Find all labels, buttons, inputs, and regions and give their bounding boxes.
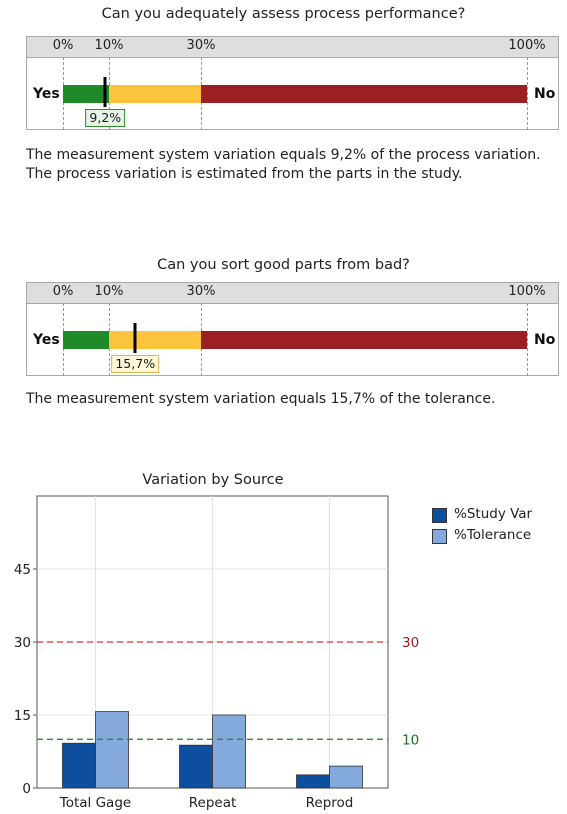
y-tick-label: 30 bbox=[14, 635, 31, 651]
gauge-segment-red bbox=[201, 331, 527, 349]
gauge-value-badge: 9,2% bbox=[85, 109, 126, 127]
x-tick-label: Repeat bbox=[189, 795, 237, 811]
gauge-box: 0% 10% 30% 100% Yes No 9,2% bbox=[26, 36, 559, 130]
gauge-tick-label: 30% bbox=[186, 38, 216, 53]
gauge-tick-line bbox=[527, 57, 528, 130]
bar-study-var bbox=[62, 742, 96, 789]
bar-tolerance bbox=[212, 714, 246, 789]
gauge-title: Can you adequately assess process perfor… bbox=[101, 6, 466, 22]
x-tick-label: Total Gage bbox=[59, 795, 131, 811]
legend-swatch-study-var bbox=[432, 508, 447, 523]
gauge-tick-line bbox=[527, 303, 528, 376]
gauge-tick-label: 10% bbox=[94, 38, 124, 53]
gauge-segment-red bbox=[201, 85, 527, 103]
gauge-segment-yellow bbox=[109, 85, 201, 103]
gauge-box: 0% 10% 30% 100% Yes No 15,7% bbox=[26, 282, 559, 376]
variation-by-source-chart: Variation by Source Total Gage Repeat Repro… bbox=[0, 460, 567, 814]
gauge-description: The measurement system variation equals … bbox=[26, 391, 496, 407]
y-tick-label: 45 bbox=[14, 562, 31, 578]
reference-line-label: 10 bbox=[402, 732, 419, 748]
gauge-header bbox=[27, 283, 558, 304]
gauge-header bbox=[27, 37, 558, 58]
y-tick-label: 15 bbox=[14, 708, 31, 724]
bar-tolerance bbox=[95, 711, 129, 789]
gauge-yes-label: Yes bbox=[33, 332, 60, 348]
gauge-no-label: No bbox=[534, 86, 556, 102]
gauge-tick-label: 0% bbox=[52, 38, 74, 53]
gauge-no-label: No bbox=[534, 332, 556, 348]
legend-swatch-tolerance bbox=[432, 529, 447, 544]
bar-tolerance bbox=[329, 765, 363, 789]
chart-svg: Variation by Source Total Gage Repeat Repro… bbox=[14, 472, 419, 811]
gauge-value-badge: 15,7% bbox=[111, 355, 160, 373]
gauge-title: Can you sort good parts from bad? bbox=[157, 257, 410, 273]
gauge-tick-label: 0% bbox=[52, 284, 74, 299]
legend-label: %Study Var bbox=[454, 506, 533, 522]
gauge-description: The measurement system variation equals … bbox=[26, 147, 541, 182]
x-tick-label: Reprod bbox=[306, 795, 354, 811]
gauge-tick-label: 30% bbox=[186, 284, 216, 299]
gauge-segment-green bbox=[63, 85, 109, 103]
reference-line-label: 30 bbox=[402, 635, 419, 651]
gauge-tick-label: 100% bbox=[508, 38, 546, 53]
gauge-tick-label: 10% bbox=[94, 284, 124, 299]
gauge-tick-label: 100% bbox=[508, 284, 546, 299]
gauge-value-marker bbox=[133, 323, 137, 353]
legend-label: %Tolerance bbox=[454, 527, 532, 543]
bar-study-var bbox=[179, 744, 213, 789]
bar-study-var bbox=[296, 774, 330, 789]
y-tick-label: 0 bbox=[22, 781, 31, 797]
gauge-segment-yellow bbox=[109, 331, 201, 349]
gauge-yes-label: Yes bbox=[33, 86, 60, 102]
gauge-value-marker bbox=[103, 77, 107, 107]
chart-title: Variation by Source bbox=[142, 472, 283, 488]
gauge-segment-green bbox=[63, 331, 109, 349]
